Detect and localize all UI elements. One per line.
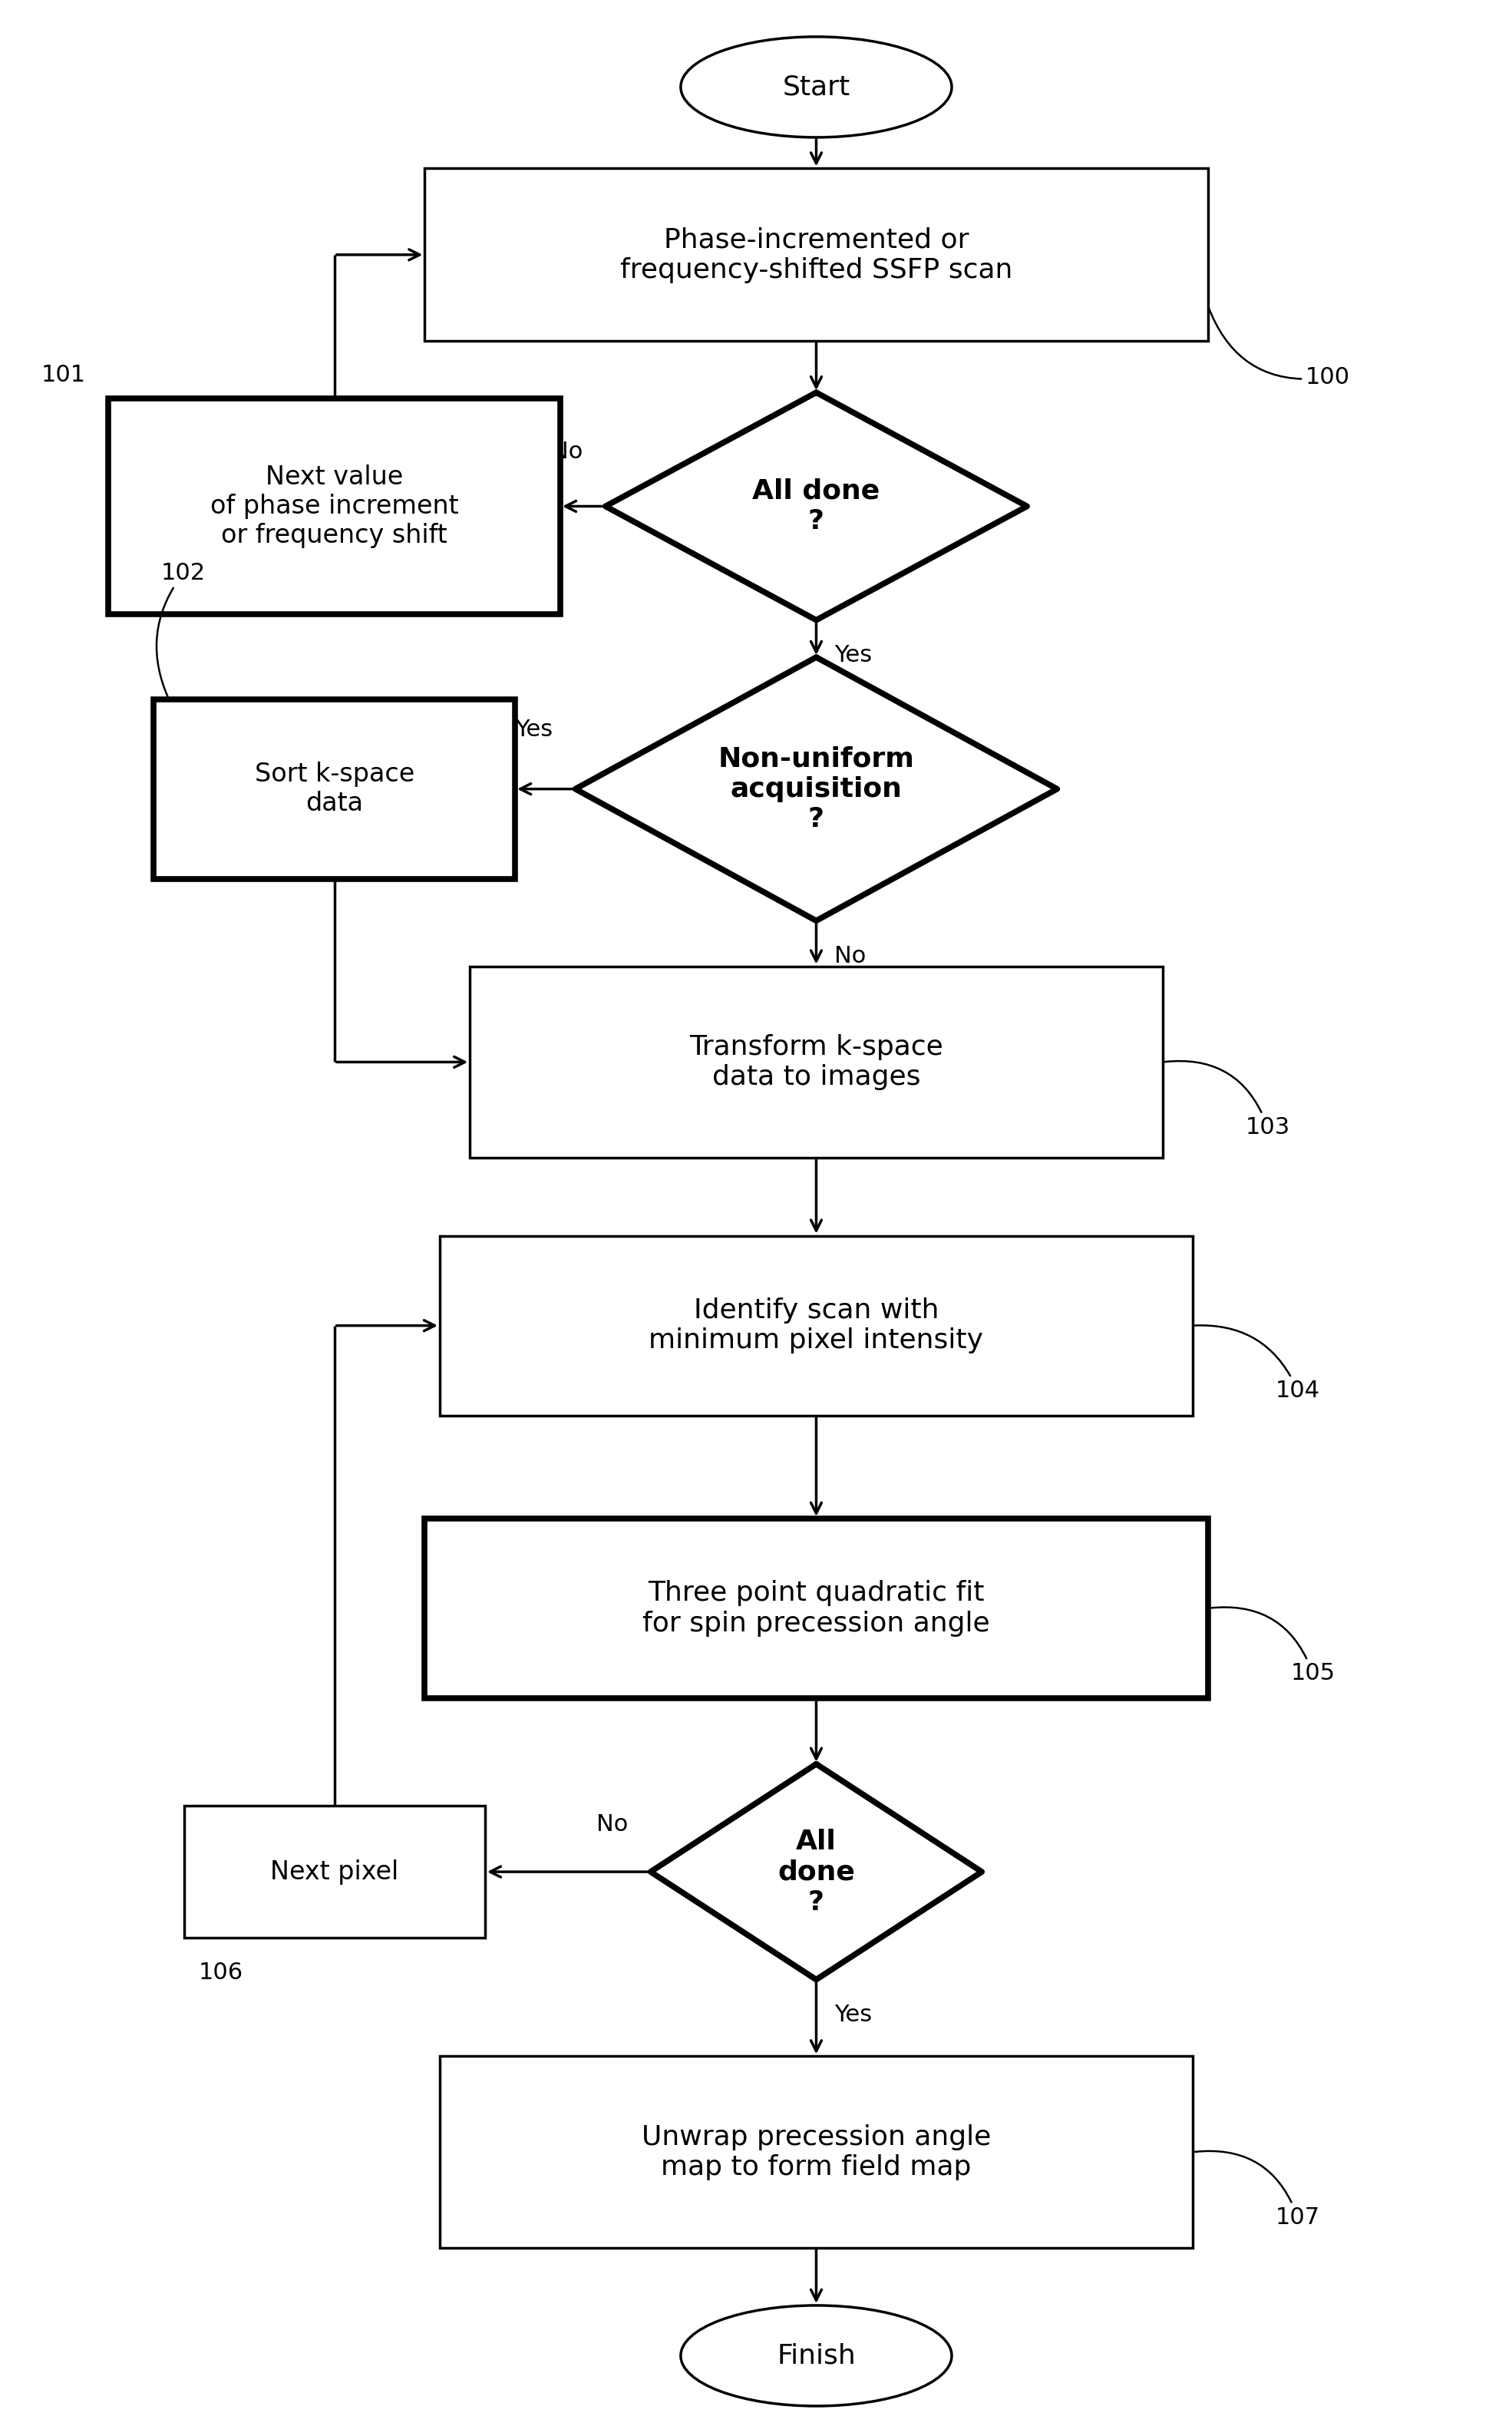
Text: All
done
?: All done ? [777, 1829, 854, 1914]
Text: No: No [835, 944, 866, 968]
Text: 100: 100 [1208, 308, 1350, 388]
Text: Sort k-space
data: Sort k-space data [254, 762, 414, 815]
Text: 107: 107 [1194, 2152, 1320, 2229]
FancyBboxPatch shape [440, 2057, 1193, 2249]
FancyBboxPatch shape [154, 699, 516, 878]
Text: Next pixel: Next pixel [271, 1858, 399, 1885]
Text: 101: 101 [41, 364, 86, 386]
Polygon shape [650, 1764, 981, 1980]
Polygon shape [605, 393, 1027, 621]
Text: Yes: Yes [835, 2004, 872, 2026]
FancyBboxPatch shape [440, 1235, 1193, 1414]
Text: Transform k-space
data to images: Transform k-space data to images [689, 1033, 943, 1089]
Polygon shape [576, 657, 1057, 922]
FancyBboxPatch shape [184, 1805, 485, 1938]
Text: 103: 103 [1164, 1060, 1290, 1138]
Text: All done
?: All done ? [753, 478, 880, 534]
Text: 102: 102 [157, 563, 206, 696]
Text: 104: 104 [1194, 1325, 1320, 1402]
FancyBboxPatch shape [109, 398, 561, 614]
Text: 105: 105 [1210, 1608, 1335, 1684]
FancyBboxPatch shape [425, 1519, 1208, 1698]
FancyBboxPatch shape [425, 167, 1208, 342]
Text: Next value
of phase increment
or frequency shift: Next value of phase increment or frequen… [210, 463, 458, 548]
Text: Unwrap precession angle
map to form field map: Unwrap precession angle map to form fiel… [641, 2123, 990, 2181]
Ellipse shape [680, 36, 951, 138]
Text: 106: 106 [200, 1963, 243, 1984]
Text: No: No [552, 442, 582, 463]
Text: Identify scan with
minimum pixel intensity: Identify scan with minimum pixel intensi… [649, 1298, 983, 1354]
Text: Yes: Yes [835, 643, 872, 667]
Text: Three point quadratic fit
for spin precession angle: Three point quadratic fit for spin prece… [643, 1579, 990, 1638]
Text: Phase-incremented or
frequency-shifted SSFP scan: Phase-incremented or frequency-shifted S… [620, 226, 1013, 284]
Text: Non-uniform
acquisition
?: Non-uniform acquisition ? [718, 745, 915, 832]
FancyBboxPatch shape [470, 966, 1163, 1157]
Text: Finish: Finish [777, 2344, 856, 2368]
Ellipse shape [680, 2305, 951, 2407]
Text: Yes: Yes [516, 718, 553, 740]
Text: No: No [596, 1815, 627, 1836]
Text: Start: Start [782, 75, 850, 99]
